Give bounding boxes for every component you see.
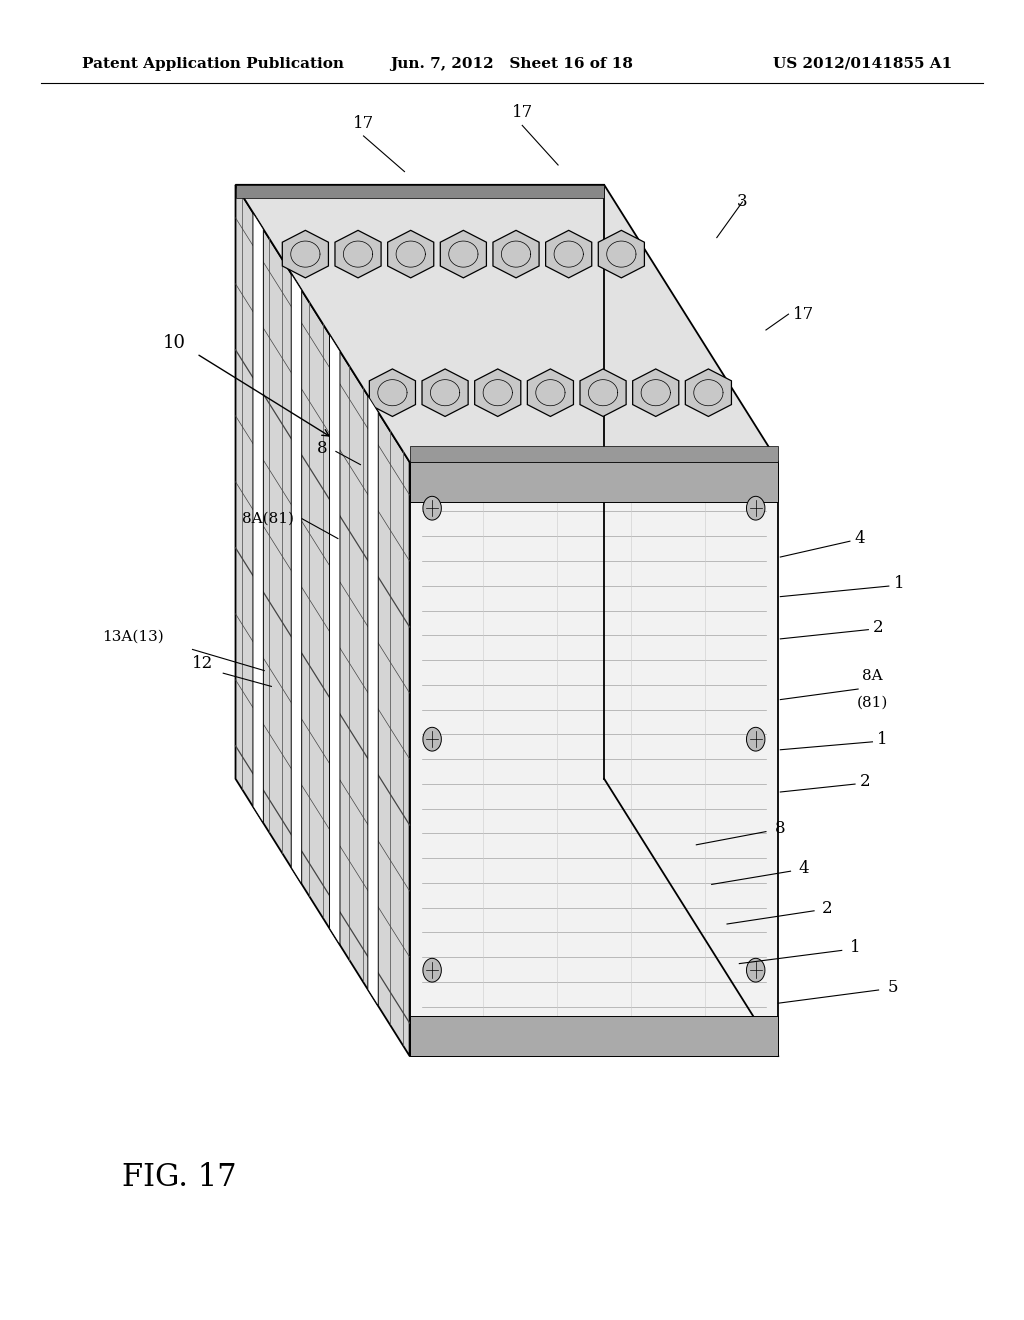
Polygon shape — [475, 370, 521, 417]
Text: 5: 5 — [888, 979, 898, 995]
Polygon shape — [291, 273, 302, 884]
Polygon shape — [388, 231, 434, 279]
Text: 12: 12 — [193, 656, 213, 672]
Polygon shape — [253, 213, 263, 824]
Polygon shape — [440, 230, 486, 277]
Text: 1: 1 — [850, 940, 860, 956]
Text: 4: 4 — [799, 861, 809, 876]
Polygon shape — [685, 368, 731, 417]
Circle shape — [746, 496, 765, 520]
Text: Jun. 7, 2012   Sheet 16 of 18: Jun. 7, 2012 Sheet 16 of 18 — [390, 57, 634, 71]
Circle shape — [746, 727, 765, 751]
Polygon shape — [410, 462, 778, 502]
Text: (81): (81) — [857, 696, 888, 709]
Text: 2: 2 — [873, 619, 884, 635]
Polygon shape — [410, 1016, 778, 1056]
Polygon shape — [236, 185, 410, 1056]
Text: 4: 4 — [855, 531, 865, 546]
Text: FIG. 17: FIG. 17 — [122, 1162, 237, 1193]
Polygon shape — [283, 231, 329, 279]
Polygon shape — [236, 185, 778, 462]
Text: 2: 2 — [860, 774, 870, 789]
Text: 8A: 8A — [862, 669, 883, 682]
Circle shape — [423, 958, 441, 982]
Polygon shape — [330, 334, 340, 945]
Polygon shape — [335, 230, 381, 279]
Polygon shape — [368, 396, 378, 1006]
Text: 10: 10 — [163, 334, 185, 352]
Text: Patent Application Publication: Patent Application Publication — [82, 57, 344, 71]
Circle shape — [423, 496, 441, 520]
Text: 3: 3 — [737, 194, 748, 210]
Polygon shape — [410, 446, 778, 462]
Text: US 2012/0141855 A1: US 2012/0141855 A1 — [773, 57, 952, 71]
Polygon shape — [546, 230, 592, 279]
Circle shape — [746, 958, 765, 982]
Text: 17: 17 — [353, 115, 374, 132]
Text: 13A(13): 13A(13) — [102, 630, 164, 643]
Polygon shape — [493, 230, 539, 277]
Polygon shape — [422, 368, 468, 417]
Text: 8A(81): 8A(81) — [243, 512, 294, 525]
Circle shape — [423, 727, 441, 751]
Text: 1: 1 — [878, 731, 888, 747]
Text: 8: 8 — [775, 821, 785, 837]
Text: 17: 17 — [794, 306, 814, 322]
Polygon shape — [580, 368, 626, 416]
Text: 2: 2 — [822, 900, 833, 916]
Text: 8: 8 — [317, 441, 328, 457]
Polygon shape — [410, 462, 778, 1056]
Polygon shape — [527, 368, 573, 417]
Polygon shape — [598, 231, 644, 279]
Polygon shape — [633, 368, 679, 416]
Text: 1: 1 — [894, 576, 904, 591]
Polygon shape — [236, 185, 604, 198]
Text: 17: 17 — [512, 104, 532, 121]
Polygon shape — [370, 368, 416, 417]
